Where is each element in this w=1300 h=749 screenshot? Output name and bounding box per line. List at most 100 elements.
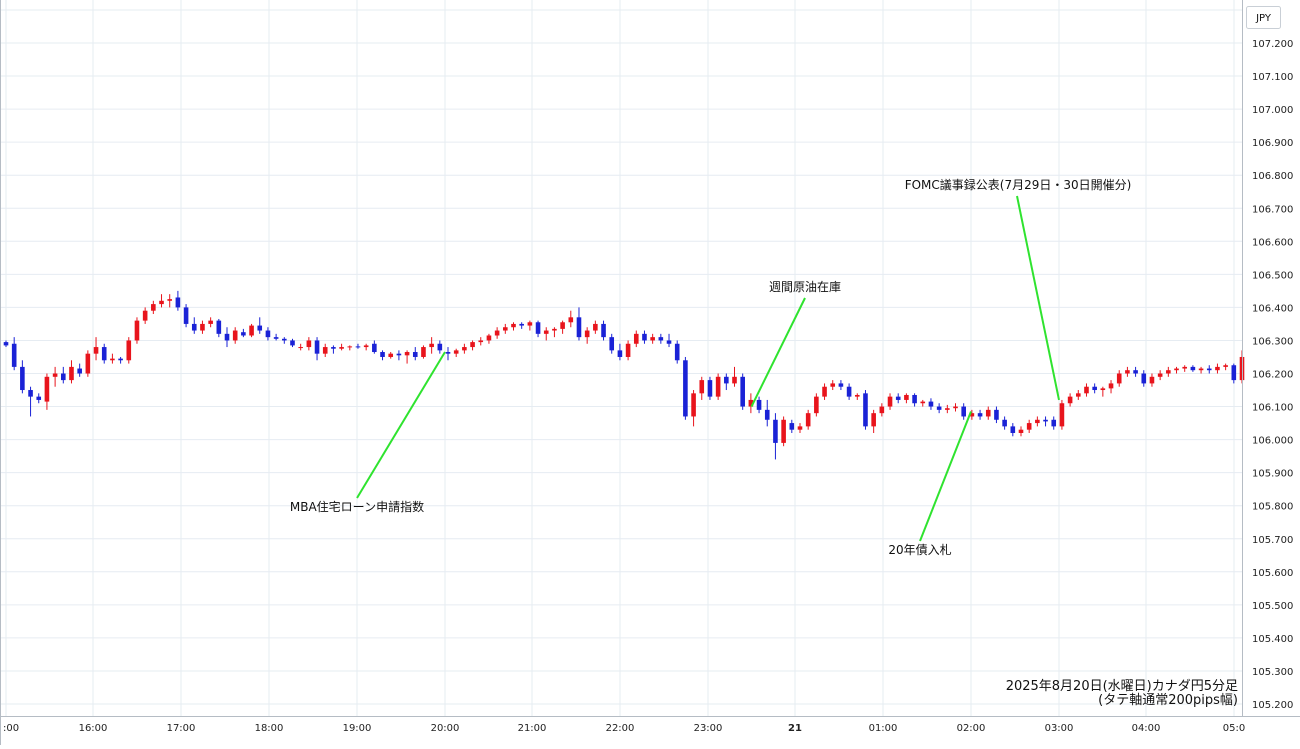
y-tick-label: 107.200 <box>1252 39 1293 50</box>
candle-body <box>69 366 74 381</box>
candle-body <box>265 330 271 338</box>
candle-body <box>985 409 991 417</box>
x-tick-label: 22:00 <box>606 723 635 734</box>
candle-body <box>642 333 647 341</box>
x-tick-label: 20:00 <box>431 723 460 734</box>
candle-body <box>781 419 786 443</box>
x-tick-label: 17:00 <box>167 723 196 734</box>
candle-body <box>527 322 533 326</box>
candle-body <box>421 347 426 357</box>
candle-body <box>1157 373 1163 377</box>
candle-body <box>732 376 737 384</box>
candle-body <box>593 323 598 331</box>
candle-body <box>1067 396 1073 404</box>
x-tick-label: :00 <box>3 723 19 734</box>
candle-body <box>1092 386 1097 391</box>
x-tick-label: 19:00 <box>343 723 372 734</box>
candle-body <box>77 368 82 374</box>
candle-body <box>838 383 844 387</box>
candle-body <box>151 304 156 311</box>
annotation-line <box>1016 195 1060 401</box>
candle-body <box>372 343 377 353</box>
x-tick-label: 21 <box>788 723 802 734</box>
candle-body <box>159 300 164 305</box>
candle-body <box>576 317 582 338</box>
candle-body <box>1051 419 1057 427</box>
x-tick-label: 16:00 <box>79 723 108 734</box>
y-tick-label: 106.400 <box>1252 303 1293 314</box>
candle-body <box>683 360 688 417</box>
candle-body <box>707 380 713 397</box>
candle-body <box>306 340 312 348</box>
candle-body <box>396 353 402 356</box>
candle-body <box>609 337 615 351</box>
candle-body <box>36 396 42 400</box>
y-tick-label: 105.200 <box>1252 700 1293 711</box>
candle-body <box>805 413 811 427</box>
candle-body <box>437 343 443 351</box>
y-tick-label: 106.900 <box>1252 138 1293 149</box>
y-tick-label: 105.700 <box>1252 535 1293 546</box>
candle-body <box>257 325 263 331</box>
candle-body <box>412 352 418 357</box>
candle-body <box>830 383 836 387</box>
candle-body <box>1100 388 1106 391</box>
candle-body <box>846 386 852 397</box>
candle-body <box>118 358 123 361</box>
candle-body <box>20 366 25 391</box>
x-tick-label: 01:00 <box>869 723 898 734</box>
candle-body <box>584 330 590 338</box>
candle-body <box>511 323 516 328</box>
candle-body <box>380 352 385 357</box>
candle-body <box>1166 370 1171 374</box>
y-tick-label: 107.100 <box>1252 72 1293 83</box>
y-tick-label: 106.200 <box>1252 370 1293 381</box>
candle-body <box>355 346 361 348</box>
candle-body <box>331 347 336 349</box>
candle-body <box>1190 366 1196 371</box>
candle-body <box>1223 365 1228 367</box>
candle-body <box>453 350 459 354</box>
candle-body <box>724 376 729 384</box>
candle-body <box>249 325 254 336</box>
x-tick-label: 02:00 <box>957 723 986 734</box>
candle-body <box>936 406 942 410</box>
candle-body <box>773 419 778 443</box>
x-tick-label: 04:00 <box>1132 723 1161 734</box>
candle-body <box>60 373 66 381</box>
candle-body <box>339 347 344 349</box>
x-tick-label: 21:00 <box>518 723 547 734</box>
candle-body <box>429 343 434 348</box>
candle-body <box>650 337 655 341</box>
candle-body <box>1198 368 1204 371</box>
annotation-layer: MBA住宅ローン申請指数 週間原油在庫 20年債入札 FOMC議事録公表(7月29日・… <box>290 177 1131 557</box>
annotation-label: 20年債入札 <box>888 542 951 557</box>
candle-body <box>543 330 549 334</box>
candle-body <box>445 352 451 354</box>
candle-body <box>1174 368 1179 371</box>
y-tick-label: 106.700 <box>1252 204 1293 215</box>
candle-body <box>232 330 238 341</box>
candle-body <box>28 390 33 397</box>
x-tick-label: 23:00 <box>694 723 723 734</box>
plot-background <box>0 0 1242 716</box>
candle-body <box>273 337 279 339</box>
y-tick-label: 106.300 <box>1252 336 1293 347</box>
grid-layer <box>0 0 1242 716</box>
annotation-line <box>919 411 972 542</box>
x-tick-label: 03:00 <box>1045 723 1074 734</box>
candle-body <box>1002 419 1007 427</box>
y-tick-label: 106.600 <box>1252 237 1293 248</box>
y-tick-label: 107.000 <box>1252 105 1293 116</box>
candle-body <box>208 320 213 324</box>
x-tick-label: 18:00 <box>255 723 284 734</box>
candle-body <box>241 332 246 336</box>
candle-body <box>977 413 983 417</box>
chart-caption-line-2: (タテ軸通常200pips幅) <box>1098 693 1238 708</box>
candle-body <box>814 396 819 414</box>
candle-body <box>388 353 394 357</box>
chart-caption-line-1: 2025年8月20日(水曜日)カナダ円5分足 <box>1005 679 1238 694</box>
